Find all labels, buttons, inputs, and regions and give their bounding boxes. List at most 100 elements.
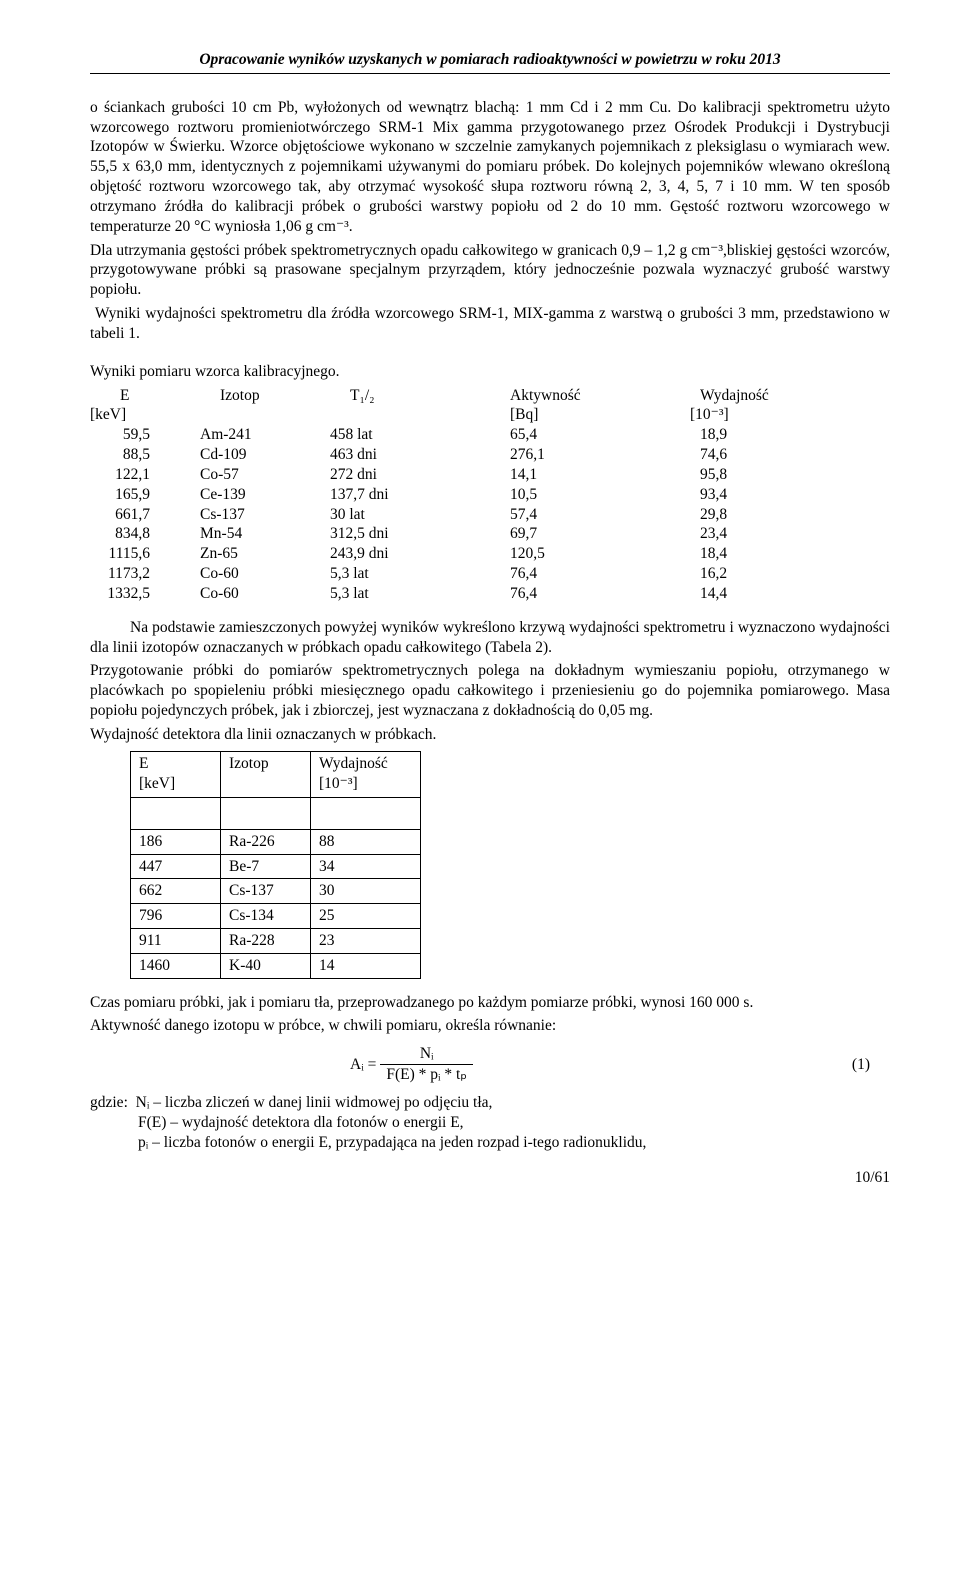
calib-cell: Co-57 bbox=[190, 465, 320, 485]
detector-data-row: 1460K-4014 bbox=[131, 953, 421, 978]
calib-h-aktywnosc: Aktywność bbox=[510, 386, 700, 406]
detector-cell: 30 bbox=[311, 879, 421, 904]
calib-cell: 463 dni bbox=[320, 445, 480, 465]
calib-h2-bq: [Bq] bbox=[480, 405, 670, 425]
where-3: pᵢ – liczba fotonów o energii E, przypad… bbox=[90, 1133, 646, 1153]
det-h-izotop: Izotop bbox=[221, 751, 311, 797]
calib-cell: Co-60 bbox=[190, 564, 320, 584]
eq-label: (1) bbox=[852, 1055, 890, 1075]
calib-cell: 834,8 bbox=[90, 524, 190, 544]
detector-data-row: 662Cs-13730 bbox=[131, 879, 421, 904]
paragraph-5: Przygotowanie próbki do pomiarów spektro… bbox=[90, 661, 890, 720]
calib-cell: 5,3 lat bbox=[320, 584, 480, 604]
calib-cell: 23,4 bbox=[670, 524, 790, 544]
calib-cell: 14,4 bbox=[670, 584, 790, 604]
detector-cell: 23 bbox=[311, 928, 421, 953]
calib-cell: 76,4 bbox=[480, 584, 670, 604]
paragraph-2: Dla utrzymania gęstości próbek spektrome… bbox=[90, 241, 890, 300]
detector-spacer bbox=[131, 797, 421, 829]
paragraph-7: Aktywność danego izotopu w próbce, w chw… bbox=[90, 1016, 890, 1036]
detector-cell: Ra-226 bbox=[221, 829, 311, 854]
calib-cell: 122,1 bbox=[90, 465, 190, 485]
eq-denominator: F(E) * pᵢ * tₚ bbox=[380, 1065, 473, 1085]
detector-cell: 911 bbox=[131, 928, 221, 953]
detector-cell: Cs-134 bbox=[221, 904, 311, 929]
calibration-data-row: 165,9Ce-139137,7 dni10,593,4 bbox=[90, 485, 890, 505]
calib-cell: 458 lat bbox=[320, 425, 480, 445]
calib-h-e: E bbox=[120, 386, 220, 406]
calib-cell: 65,4 bbox=[480, 425, 670, 445]
calib-cell: 29,8 bbox=[670, 505, 790, 525]
calib-cell: Cd-109 bbox=[190, 445, 320, 465]
calib-cell: 276,1 bbox=[480, 445, 670, 465]
calib-cell: Cs-137 bbox=[190, 505, 320, 525]
calib-cell: 30 lat bbox=[320, 505, 480, 525]
calibration-table: E Izotop T₁/₂ Aktywność Wydajność [keV] … bbox=[90, 386, 890, 604]
calib-h-t12: T₁/₂ bbox=[350, 386, 510, 406]
detector-cell: 25 bbox=[311, 904, 421, 929]
where-label: gdzie: bbox=[90, 1094, 128, 1111]
detector-cell: Cs-137 bbox=[221, 879, 311, 904]
detector-data-row: 186Ra-22688 bbox=[131, 829, 421, 854]
calib-cell: 57,4 bbox=[480, 505, 670, 525]
detector-table: E [keV] Izotop Wydajność [10⁻³] 186Ra-22… bbox=[130, 751, 421, 979]
detector-cell: Ra-228 bbox=[221, 928, 311, 953]
detector-cell: 186 bbox=[131, 829, 221, 854]
calibration-header-1: E Izotop T₁/₂ Aktywność Wydajność bbox=[90, 386, 890, 406]
detector-cell: 14 bbox=[311, 953, 421, 978]
paragraph-3: Wyniki wydajności spektrometru dla źródł… bbox=[90, 304, 890, 344]
det-h-wydajnosc: Wydajność [10⁻³] bbox=[311, 751, 421, 797]
detector-data-row: 911Ra-22823 bbox=[131, 928, 421, 953]
calib-cell: 10,5 bbox=[480, 485, 670, 505]
calibration-data-row: 1115,6Zn-65243,9 dni120,518,4 bbox=[90, 544, 890, 564]
eq-numerator: Nᵢ bbox=[380, 1044, 473, 1065]
calib-h-wydajnosc: Wydajność bbox=[700, 386, 820, 406]
calib-h2-103: [10⁻³] bbox=[670, 405, 790, 425]
detector-cell: 88 bbox=[311, 829, 421, 854]
calibration-data-row: 1332,5Co-605,3 lat76,414,4 bbox=[90, 584, 890, 604]
calib-cell: 312,5 dni bbox=[320, 524, 480, 544]
detector-cell: K-40 bbox=[221, 953, 311, 978]
paragraph-3-text: Wyniki wydajności spektrometru dla źródł… bbox=[90, 305, 890, 342]
detector-header-row: E [keV] Izotop Wydajność [10⁻³] bbox=[131, 751, 421, 797]
calib-cell: 18,4 bbox=[670, 544, 790, 564]
calib-cell: Am-241 bbox=[190, 425, 320, 445]
calib-cell: 69,7 bbox=[480, 524, 670, 544]
calib-cell: Zn-65 bbox=[190, 544, 320, 564]
calib-cell: 5,3 lat bbox=[320, 564, 480, 584]
calib-cell: 93,4 bbox=[670, 485, 790, 505]
detector-cell: 796 bbox=[131, 904, 221, 929]
calib-cell: Ce-139 bbox=[190, 485, 320, 505]
detector-cell: 662 bbox=[131, 879, 221, 904]
detector-cell: Be-7 bbox=[221, 854, 311, 879]
calib-cell: 74,6 bbox=[670, 445, 790, 465]
calib-cell: 1115,6 bbox=[90, 544, 190, 564]
calibration-header-2: [keV] [Bq] [10⁻³] bbox=[90, 405, 890, 425]
calib-cell: Co-60 bbox=[190, 584, 320, 604]
where-1: Nᵢ – liczba zliczeń w danej linii widmow… bbox=[136, 1094, 493, 1111]
calib-cell: 14,1 bbox=[480, 465, 670, 485]
calib-cell: Mn-54 bbox=[190, 524, 320, 544]
calib-cell: 76,4 bbox=[480, 564, 670, 584]
calib-cell: 59,5 bbox=[90, 425, 190, 445]
paragraph-4: Na podstawie zamieszczonych powyżej wyni… bbox=[90, 618, 890, 658]
eq-lhs: Aᵢ = bbox=[350, 1055, 376, 1075]
where-block: gdzie: Nᵢ – liczba zliczeń w danej linii… bbox=[90, 1093, 890, 1152]
calib-cell: 272 dni bbox=[320, 465, 480, 485]
detector-data-row: 447Be-734 bbox=[131, 854, 421, 879]
paragraph-6: Czas pomiaru próbki, jak i pomiaru tła, … bbox=[90, 993, 890, 1013]
where-2: F(E) – wydajność detektora dla fotonów o… bbox=[90, 1113, 464, 1133]
det-h-e: E [keV] bbox=[131, 751, 221, 797]
calibration-data-row: 59,5Am-241458 lat65,418,9 bbox=[90, 425, 890, 445]
detector-cell: 1460 bbox=[131, 953, 221, 978]
calib-cell: 16,2 bbox=[670, 564, 790, 584]
calib-cell: 165,9 bbox=[90, 485, 190, 505]
page-header-title: Opracowanie wyników uzyskanych w pomiara… bbox=[90, 50, 890, 74]
detector-data-row: 796Cs-13425 bbox=[131, 904, 421, 929]
calibration-data-row: 88,5Cd-109463 dni276,174,6 bbox=[90, 445, 890, 465]
detector-title: Wydajność detektora dla linii oznaczanyc… bbox=[90, 725, 890, 745]
calib-cell: 137,7 dni bbox=[320, 485, 480, 505]
calib-cell: 120,5 bbox=[480, 544, 670, 564]
calib-cell: 88,5 bbox=[90, 445, 190, 465]
calibration-data-row: 834,8Mn-54312,5 dni69,723,4 bbox=[90, 524, 890, 544]
